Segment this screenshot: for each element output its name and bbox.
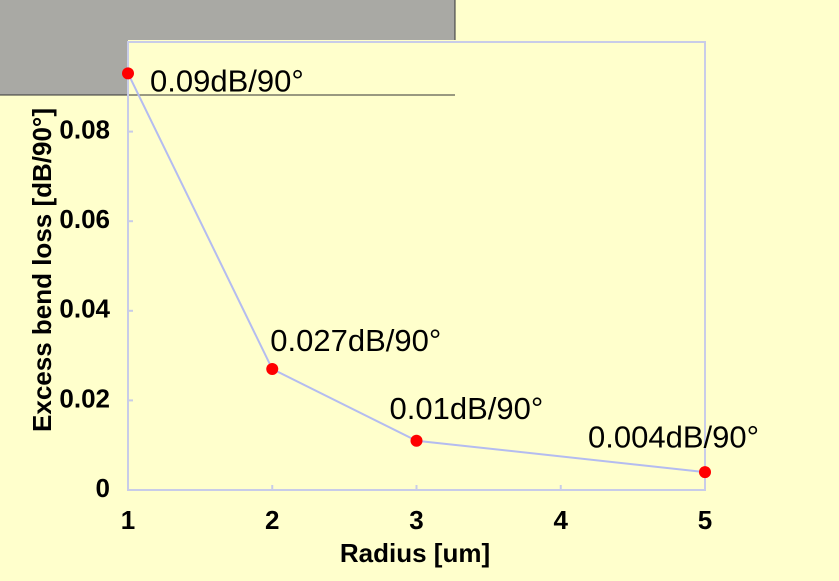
value-label: 0.027dB/90°: [270, 323, 441, 358]
y-tick-label: 0.06: [59, 204, 110, 234]
value-label: 0.004dB/90°: [588, 419, 759, 454]
x-axis-label: Radius [um]: [340, 538, 490, 568]
point: [266, 363, 278, 375]
decor-image: [0, 0, 128, 95]
point: [699, 466, 711, 478]
point: [411, 435, 423, 447]
chart: Radius [um] Excess bend loss [dB/90°] 0 0…: [0, 0, 839, 581]
value-label: 0.01dB/90°: [390, 391, 544, 426]
x-tick-label: 3: [409, 505, 423, 535]
y-tick-label: 0.02: [59, 383, 110, 413]
y-axis-label: Excess bend loss [dB/90°]: [27, 108, 57, 432]
y-tick-label: 0.08: [59, 114, 110, 144]
x-tick-label: 5: [698, 505, 712, 535]
y-tick-label: 0.04: [59, 294, 110, 324]
point: [122, 67, 134, 79]
y-tick-label: 0: [96, 473, 110, 503]
x-tick-label: 4: [554, 505, 569, 535]
value-label: 0.09dB/90°: [150, 64, 304, 99]
x-tick-label: 2: [265, 505, 279, 535]
x-tick-label: 1: [121, 505, 135, 535]
